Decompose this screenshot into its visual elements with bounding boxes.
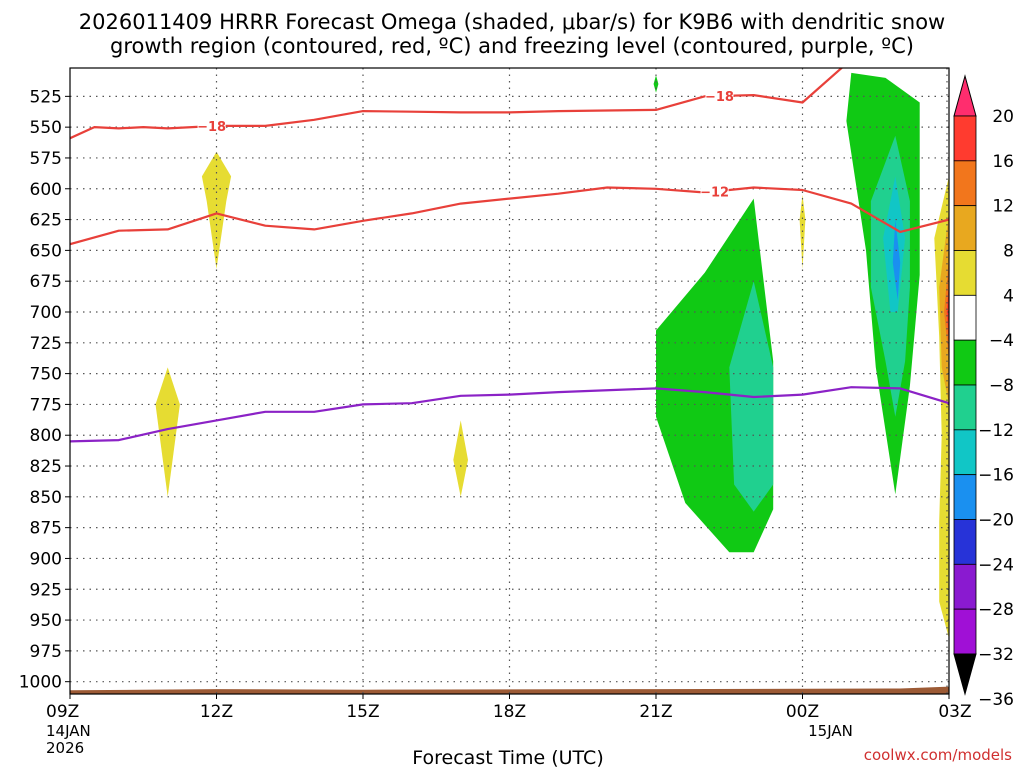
colorbar-label-12: 12 bbox=[992, 197, 1014, 217]
ytick-label-900: 900 bbox=[30, 549, 62, 569]
xtick-sublabel-15JAN: 15JAN bbox=[808, 722, 853, 740]
colorbar-cap-top bbox=[953, 74, 977, 117]
omega-region-4 bbox=[155, 367, 180, 497]
xtick-label-03Z: 03Z bbox=[938, 702, 971, 722]
xtick-label-18Z: 18Z bbox=[493, 702, 526, 722]
ytick-label-925: 925 bbox=[30, 580, 62, 600]
ytick-label-675: 675 bbox=[30, 272, 62, 292]
colorbar-swatch--16 bbox=[953, 429, 977, 476]
ytick-label-550: 550 bbox=[30, 118, 62, 138]
colorbar-label--28: −28 bbox=[978, 600, 1014, 620]
chart-title-line1: 2026011409 HRRR Forecast Omega (shaded, … bbox=[79, 10, 945, 34]
xtick-label-00Z: 00Z bbox=[786, 702, 819, 722]
contour-label-bg bbox=[700, 183, 729, 199]
gridlines bbox=[70, 68, 949, 694]
colorbar-swatch--8 bbox=[953, 339, 977, 386]
colorbar-label--8: −8 bbox=[989, 376, 1014, 396]
colorbar-swatch-4 bbox=[953, 250, 977, 296]
ytick-label-800: 800 bbox=[30, 426, 62, 446]
contour-0 bbox=[70, 386, 949, 443]
colorbar-label--36: −36 bbox=[978, 690, 1014, 710]
ytick-label-700: 700 bbox=[30, 303, 62, 323]
ytick-label-975: 975 bbox=[30, 642, 62, 662]
omega-region--16 bbox=[892, 219, 901, 300]
colorbar-swatch-16 bbox=[953, 115, 977, 162]
chart-title-line2: growth region (contoured, red, ºC) and f… bbox=[110, 34, 914, 58]
credit-text: coolwx.com/models bbox=[864, 746, 1012, 764]
colorbar-label--16: −16 bbox=[978, 466, 1014, 486]
ytick-label-825: 825 bbox=[30, 457, 62, 477]
colorbar-label-16: 16 bbox=[992, 152, 1014, 172]
xtick-sublabel-2026: 2026 bbox=[46, 739, 84, 757]
colorbar-label--24: −24 bbox=[978, 555, 1014, 575]
ytick-label-575: 575 bbox=[30, 149, 62, 169]
colorbar-swatch--24 bbox=[953, 519, 977, 565]
x-axis-label: Forecast Time (UTC) bbox=[412, 747, 603, 768]
ytick-label-725: 725 bbox=[30, 334, 62, 354]
xtick-label-09Z: 09Z bbox=[46, 702, 79, 722]
ytick-label-950: 950 bbox=[30, 611, 62, 631]
colorbar-label--32: −32 bbox=[978, 645, 1014, 665]
colorbar-swatch--20 bbox=[953, 474, 977, 520]
colorbar-label-20: 20 bbox=[992, 107, 1014, 127]
contour--12 bbox=[70, 186, 949, 246]
contour-label: −18 bbox=[705, 90, 734, 105]
ytick-label-875: 875 bbox=[30, 519, 62, 539]
colorbar-label--20: −20 bbox=[978, 511, 1014, 531]
colorbar-swatch--12 bbox=[953, 384, 977, 431]
omega-shaded-regions bbox=[155, 72, 949, 639]
colorbar: 20 16 12 8 4 −4 −8 −12 −16 −20 −24 −28 −32 −36 bbox=[953, 74, 1014, 710]
contour-label: −12 bbox=[700, 185, 729, 200]
ytick-label-850: 850 bbox=[30, 488, 62, 508]
ytick-label-625: 625 bbox=[30, 211, 62, 231]
colorbar-label--12: −12 bbox=[978, 421, 1014, 441]
colorbar-label-4: 4 bbox=[1003, 286, 1014, 306]
ytick-label-775: 775 bbox=[30, 395, 62, 415]
ytick-label-750: 750 bbox=[30, 365, 62, 385]
ytick-label-1000: 1000 bbox=[19, 673, 62, 693]
colorbar-label--4: −4 bbox=[989, 331, 1014, 351]
colorbar-swatch--4 bbox=[953, 294, 977, 341]
pressure-axis: 525 550 575 600 625 650 675 700 725 750 775 800 825 8… bbox=[19, 87, 70, 693]
colorbar-swatch-12 bbox=[953, 160, 977, 207]
xtick-sublabel-14JAN: 14JAN bbox=[46, 722, 91, 740]
xtick-label-15Z: 15Z bbox=[346, 702, 379, 722]
xtick-label-12Z: 12Z bbox=[200, 702, 233, 722]
colorbar-swatch-8 bbox=[953, 205, 977, 251]
xtick-label-21Z: 21Z bbox=[639, 702, 672, 722]
colorbar-cap-bottom bbox=[953, 653, 977, 696]
contour-label-bg bbox=[197, 118, 226, 134]
ytick-label-650: 650 bbox=[30, 241, 62, 261]
ytick-label-600: 600 bbox=[30, 180, 62, 200]
omega-region-4 bbox=[453, 420, 468, 497]
terrain-area bbox=[70, 686, 949, 694]
temperature-contours: −18 −18 −12 bbox=[70, 68, 949, 443]
ytick-label-525: 525 bbox=[30, 87, 62, 107]
terrain-fill bbox=[70, 686, 949, 694]
colorbar-swatch--28 bbox=[953, 563, 977, 610]
contour-label-bg bbox=[705, 87, 734, 103]
contour--18 bbox=[70, 68, 844, 140]
contour-label: −18 bbox=[197, 120, 226, 135]
colorbar-swatch--32 bbox=[953, 608, 977, 655]
omega-region-4 bbox=[201, 151, 232, 269]
colorbar-label-8: 8 bbox=[1003, 242, 1014, 262]
omega-region-8 bbox=[939, 213, 949, 405]
omega-region--4 bbox=[653, 75, 659, 93]
